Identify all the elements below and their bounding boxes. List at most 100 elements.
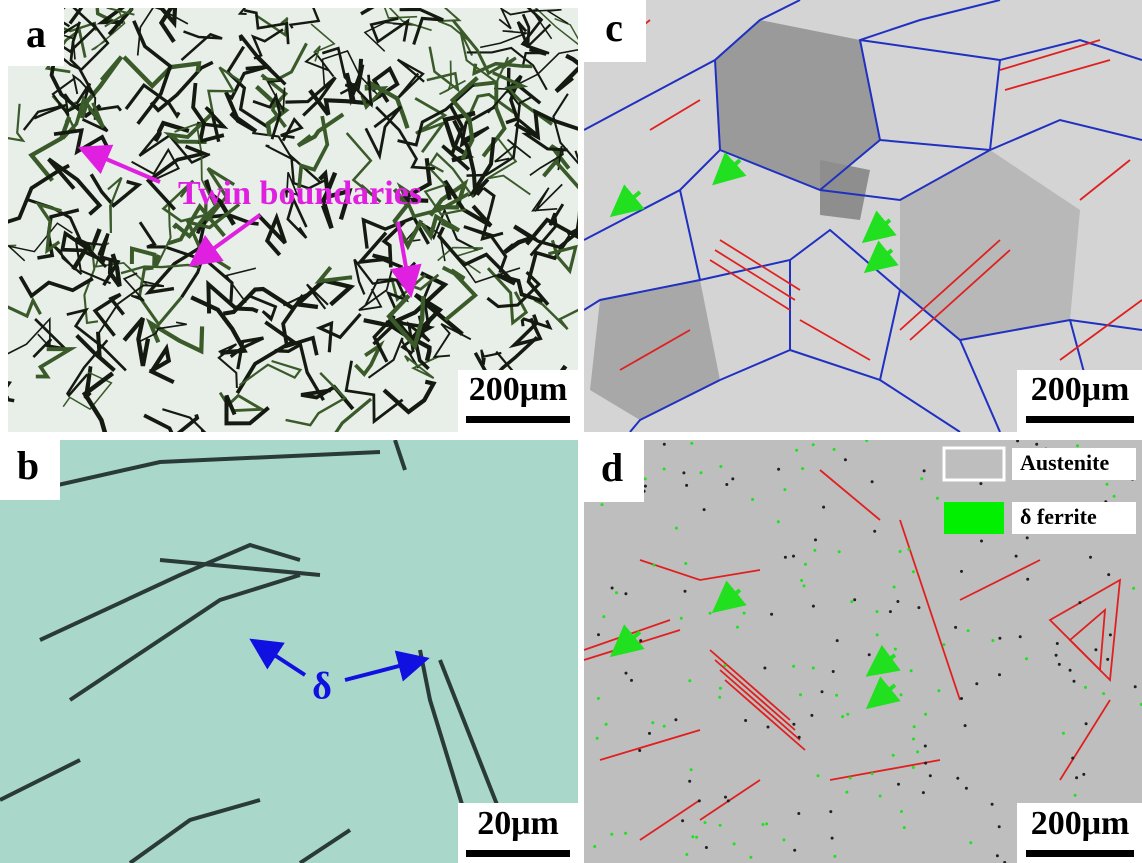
page: {"panels": [ {"label": "a", "annotation"… <box>0 0 1142 863</box>
dot <box>624 592 627 595</box>
dot <box>813 549 816 552</box>
dot <box>923 469 926 472</box>
dot <box>605 723 608 726</box>
dot <box>801 467 804 470</box>
dot <box>896 600 899 603</box>
dot <box>1071 757 1074 760</box>
dot <box>838 550 841 553</box>
dot <box>724 664 727 667</box>
dot <box>610 833 613 836</box>
dot <box>719 687 722 690</box>
dot <box>685 853 688 856</box>
dot <box>998 825 1001 828</box>
dot <box>980 540 983 543</box>
dot <box>704 821 707 824</box>
micrograph-b <box>0 440 578 863</box>
dot <box>1074 794 1077 797</box>
dot <box>836 639 839 642</box>
dot <box>920 477 923 480</box>
dot <box>1026 536 1029 539</box>
dot <box>705 846 708 849</box>
dot <box>998 637 1001 640</box>
dot <box>832 670 835 673</box>
dot <box>942 643 945 646</box>
dot <box>991 639 994 642</box>
dot <box>912 766 915 769</box>
dot <box>969 841 972 844</box>
dot <box>744 719 747 722</box>
dot <box>1056 642 1059 645</box>
dot <box>777 520 780 523</box>
dot <box>1035 443 1038 446</box>
dot <box>611 587 614 590</box>
dot <box>663 725 666 728</box>
dot <box>1132 587 1135 590</box>
dot <box>597 697 600 700</box>
dot <box>829 810 832 813</box>
dot <box>593 845 596 848</box>
scale-bar <box>1026 850 1134 857</box>
dot <box>1025 657 1028 660</box>
dot <box>1107 573 1110 576</box>
dot <box>793 849 796 852</box>
panel-a: a Twin boundaries 200μm <box>0 0 613 466</box>
dot <box>910 669 913 672</box>
dot <box>1089 556 1092 559</box>
dot <box>822 506 825 509</box>
dot <box>1055 654 1058 657</box>
dot <box>1106 658 1109 661</box>
dot <box>912 570 915 573</box>
dot <box>979 482 982 485</box>
dot <box>956 777 959 780</box>
dot <box>743 612 746 615</box>
dot <box>690 442 693 445</box>
legend-swatch <box>944 502 1004 534</box>
scale-bar <box>466 850 570 857</box>
dot <box>892 754 895 757</box>
dot <box>1076 444 1079 447</box>
dot <box>601 503 604 506</box>
dot <box>907 548 910 551</box>
dot <box>765 822 768 825</box>
dot <box>674 718 677 721</box>
dot <box>597 633 600 636</box>
dot <box>784 556 787 559</box>
legend-label: δ ferrite <box>1020 504 1097 529</box>
dot <box>831 837 834 840</box>
panel-label: d <box>601 445 623 490</box>
dot <box>929 774 932 777</box>
dot <box>936 497 939 500</box>
dot <box>833 855 836 858</box>
dot <box>695 836 698 839</box>
dot <box>803 584 806 587</box>
dot <box>663 443 666 446</box>
scale-bar <box>466 416 570 423</box>
dot <box>1075 776 1078 779</box>
figure: a Twin boundaries 200μm b δ 20μm <box>0 0 1142 863</box>
dot <box>792 665 795 668</box>
dot <box>703 508 706 511</box>
dot <box>954 626 957 629</box>
dot <box>1073 680 1076 683</box>
dot <box>1134 685 1137 688</box>
dot <box>804 563 807 566</box>
dot <box>812 605 815 608</box>
dot <box>924 762 927 765</box>
dot <box>725 483 728 486</box>
panel-label: c <box>605 5 623 50</box>
panel-c: c 200μm <box>584 0 1142 432</box>
dot <box>899 550 902 553</box>
dot <box>1026 578 1029 581</box>
scale-bar-label: 200μm <box>1031 371 1130 408</box>
dot <box>821 690 824 693</box>
dot <box>960 570 963 573</box>
dot <box>964 724 967 727</box>
dot <box>777 468 780 471</box>
dot <box>1113 495 1116 498</box>
dot <box>846 713 849 716</box>
dot <box>770 613 773 616</box>
dot <box>876 610 879 613</box>
dot <box>615 591 618 594</box>
dot <box>798 736 801 739</box>
dot <box>991 803 994 806</box>
